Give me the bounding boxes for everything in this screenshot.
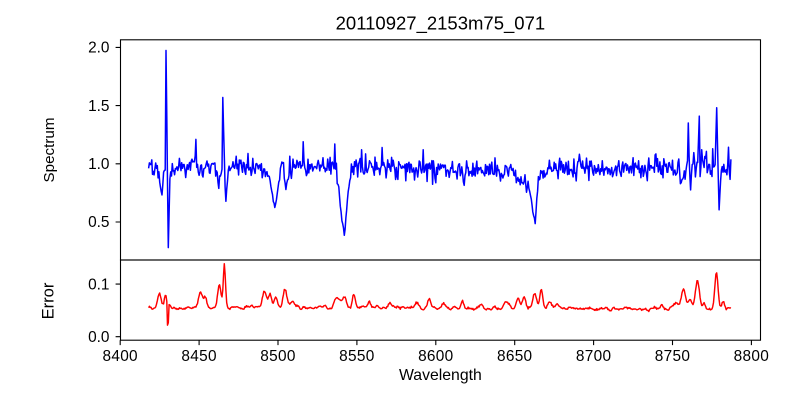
- svg-text:Wavelength: Wavelength: [399, 367, 482, 384]
- svg-text:Error: Error: [40, 282, 58, 319]
- svg-text:8650: 8650: [497, 348, 532, 365]
- svg-text:8500: 8500: [260, 348, 295, 365]
- svg-text:8600: 8600: [418, 348, 453, 365]
- svg-text:1.0: 1.0: [88, 156, 109, 173]
- svg-text:1.5: 1.5: [88, 98, 109, 115]
- svg-text:Spectrum: Spectrum: [41, 118, 58, 183]
- svg-text:0.0: 0.0: [88, 329, 109, 346]
- svg-text:2.0: 2.0: [88, 40, 109, 57]
- svg-text:8450: 8450: [181, 348, 216, 365]
- svg-text:20110927_2153m75_071: 20110927_2153m75_071: [336, 13, 546, 35]
- svg-text:8400: 8400: [102, 348, 137, 365]
- svg-text:8550: 8550: [339, 348, 374, 365]
- svg-text:8750: 8750: [655, 348, 690, 365]
- svg-text:0.5: 0.5: [88, 214, 109, 231]
- svg-text:8800: 8800: [734, 348, 769, 365]
- svg-text:0.1: 0.1: [88, 276, 109, 293]
- svg-text:8700: 8700: [576, 348, 611, 365]
